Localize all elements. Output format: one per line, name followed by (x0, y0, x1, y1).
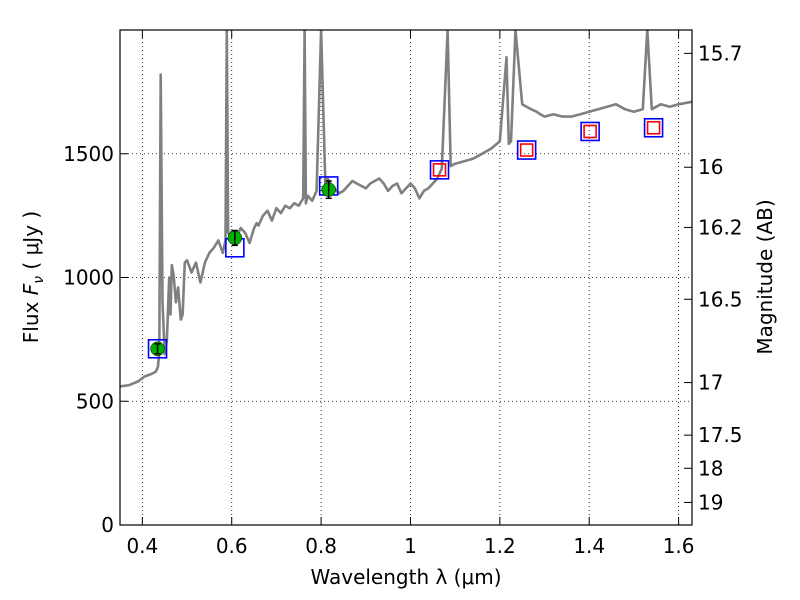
series-3 (150, 180, 336, 357)
nir-phot-square-1 (519, 143, 534, 157)
x-tick-label-0: 0.4 (126, 534, 158, 558)
x-tick-label-3: 1 (404, 534, 417, 558)
nir-phot-square-3 (646, 120, 661, 135)
series-1 (147, 117, 664, 359)
x-tick-label-5: 1.4 (573, 534, 605, 558)
grid-lines (120, 30, 692, 525)
series-0 (120, 30, 692, 388)
y-tick-label-0: 0 (101, 513, 114, 537)
model-phot-square-6 (643, 117, 664, 138)
axis-ticks (120, 30, 692, 526)
series-2 (432, 120, 661, 177)
model-phot-square-4 (516, 140, 537, 160)
y-axis-title-symbol: F (19, 283, 43, 295)
y-tick-label-2: 1000 (63, 266, 114, 290)
y2-tick-label-3: 16.5 (698, 287, 743, 311)
y2-tick-label-5: 17.5 (698, 423, 743, 447)
model-phot-square-0 (147, 338, 168, 359)
nir-phot-square-0 (432, 163, 447, 177)
model-phot-square-5 (580, 121, 600, 142)
y-axis-title: Flux Fν ( μJy ) (19, 211, 47, 343)
y-tick-label-3: 1500 (63, 142, 114, 166)
y2-tick-label-0: 15.7 (698, 41, 743, 65)
x-tick-label-1: 0.6 (216, 534, 248, 558)
tick-labels: 0.4 0.6 0.8 1 1.2 1.4 1.6 0 500 1000 1500 15.7 16 16.… (63, 41, 742, 558)
y2-tick-label-4: 17 (698, 371, 723, 395)
y2-tick-label-2: 16.2 (698, 215, 743, 239)
y-axis-title-subscript: ν (31, 276, 47, 284)
x-tick-label-6: 1.6 (663, 534, 695, 558)
y-axis-title-unit: ( μJy ) (19, 211, 43, 276)
y2-tick-label-7: 19 (698, 490, 723, 514)
plot-frame (119, 29, 693, 526)
y-tick-label-1: 500 (76, 389, 114, 413)
y2-tick-label-6: 18 (698, 456, 723, 480)
nir-phot-square-2 (583, 124, 597, 139)
x-tick-label-4: 1.2 (484, 534, 516, 558)
y2-tick-label-1: 16 (698, 155, 723, 179)
sed-model-line (120, 30, 692, 388)
x-axis-title: Wavelength λ (μm) (310, 565, 501, 589)
y2-axis-title: Magnitude (AB) (753, 199, 777, 354)
data-series (120, 30, 692, 388)
y-axis-title-prefix: Flux (19, 295, 43, 343)
model-phot-square-3 (429, 160, 450, 180)
x-tick-label-2: 0.8 (305, 534, 337, 558)
